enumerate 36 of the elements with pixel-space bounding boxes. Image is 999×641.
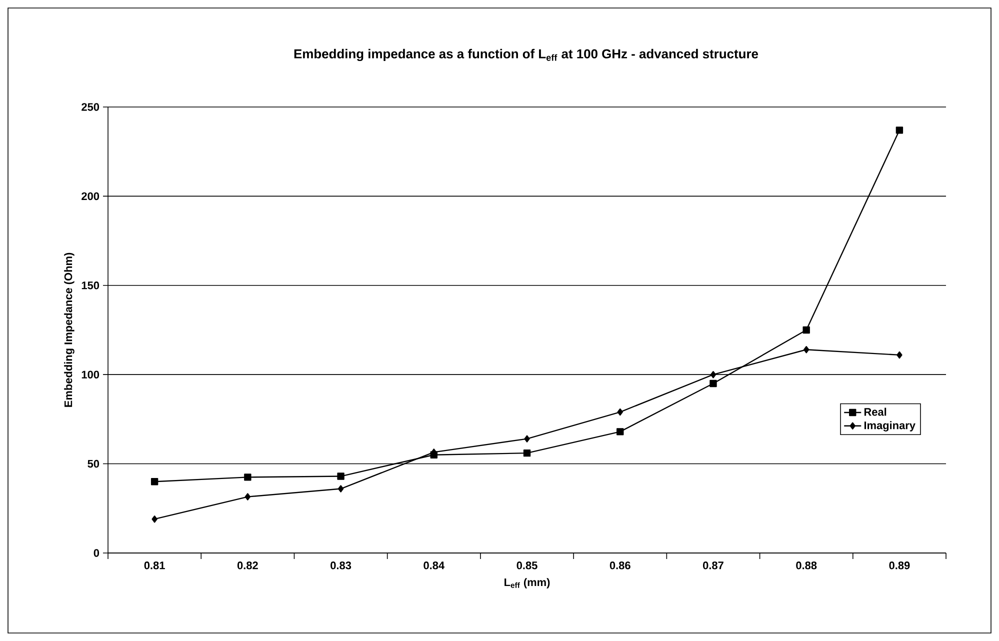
point <box>710 380 717 388</box>
x-tick-label: 0.86 <box>610 562 630 570</box>
y-tick-label: 0 <box>94 549 100 557</box>
y-tick-label: 200 <box>82 192 100 200</box>
point <box>524 435 530 442</box>
x-tick-label: 0.88 <box>796 562 817 570</box>
point <box>338 485 344 492</box>
point <box>710 370 716 378</box>
point <box>244 474 252 481</box>
x-tick-label: 0.83 <box>330 562 352 570</box>
x-tick-label: 0.81 <box>144 562 165 570</box>
x-tick-label: 0.87 <box>703 562 724 570</box>
point <box>896 351 902 359</box>
point <box>152 515 158 523</box>
legend-label: Real <box>864 408 886 416</box>
y-tick-label: 150 <box>82 282 100 290</box>
y-tick-label: 100 <box>82 370 100 378</box>
y-axis-title: Embedding Impedance (Ohm) <box>64 252 74 407</box>
point <box>150 478 158 486</box>
legend-label: Imaginary <box>864 421 916 432</box>
x-tick-label: 0.89 <box>889 562 910 570</box>
point <box>617 408 623 416</box>
chart-title: Embedding impedance as a function of L$_{eff}$ at 100 GHz - advanced structure <box>294 48 758 62</box>
point <box>337 472 344 480</box>
y-tick-label: 50 <box>88 460 100 468</box>
y-tick-label: 250 <box>82 103 100 111</box>
point <box>244 493 251 500</box>
x-tick-label: 0.82 <box>237 562 258 570</box>
x-tick-label: 0.84 <box>424 562 444 570</box>
point <box>803 346 810 354</box>
point <box>616 428 624 436</box>
point <box>523 449 531 457</box>
point <box>802 326 810 334</box>
x-tick-label: 0.85 <box>516 562 538 570</box>
x-axis-title: L$_{eff}$ (mm) <box>504 578 550 588</box>
point <box>896 126 904 134</box>
